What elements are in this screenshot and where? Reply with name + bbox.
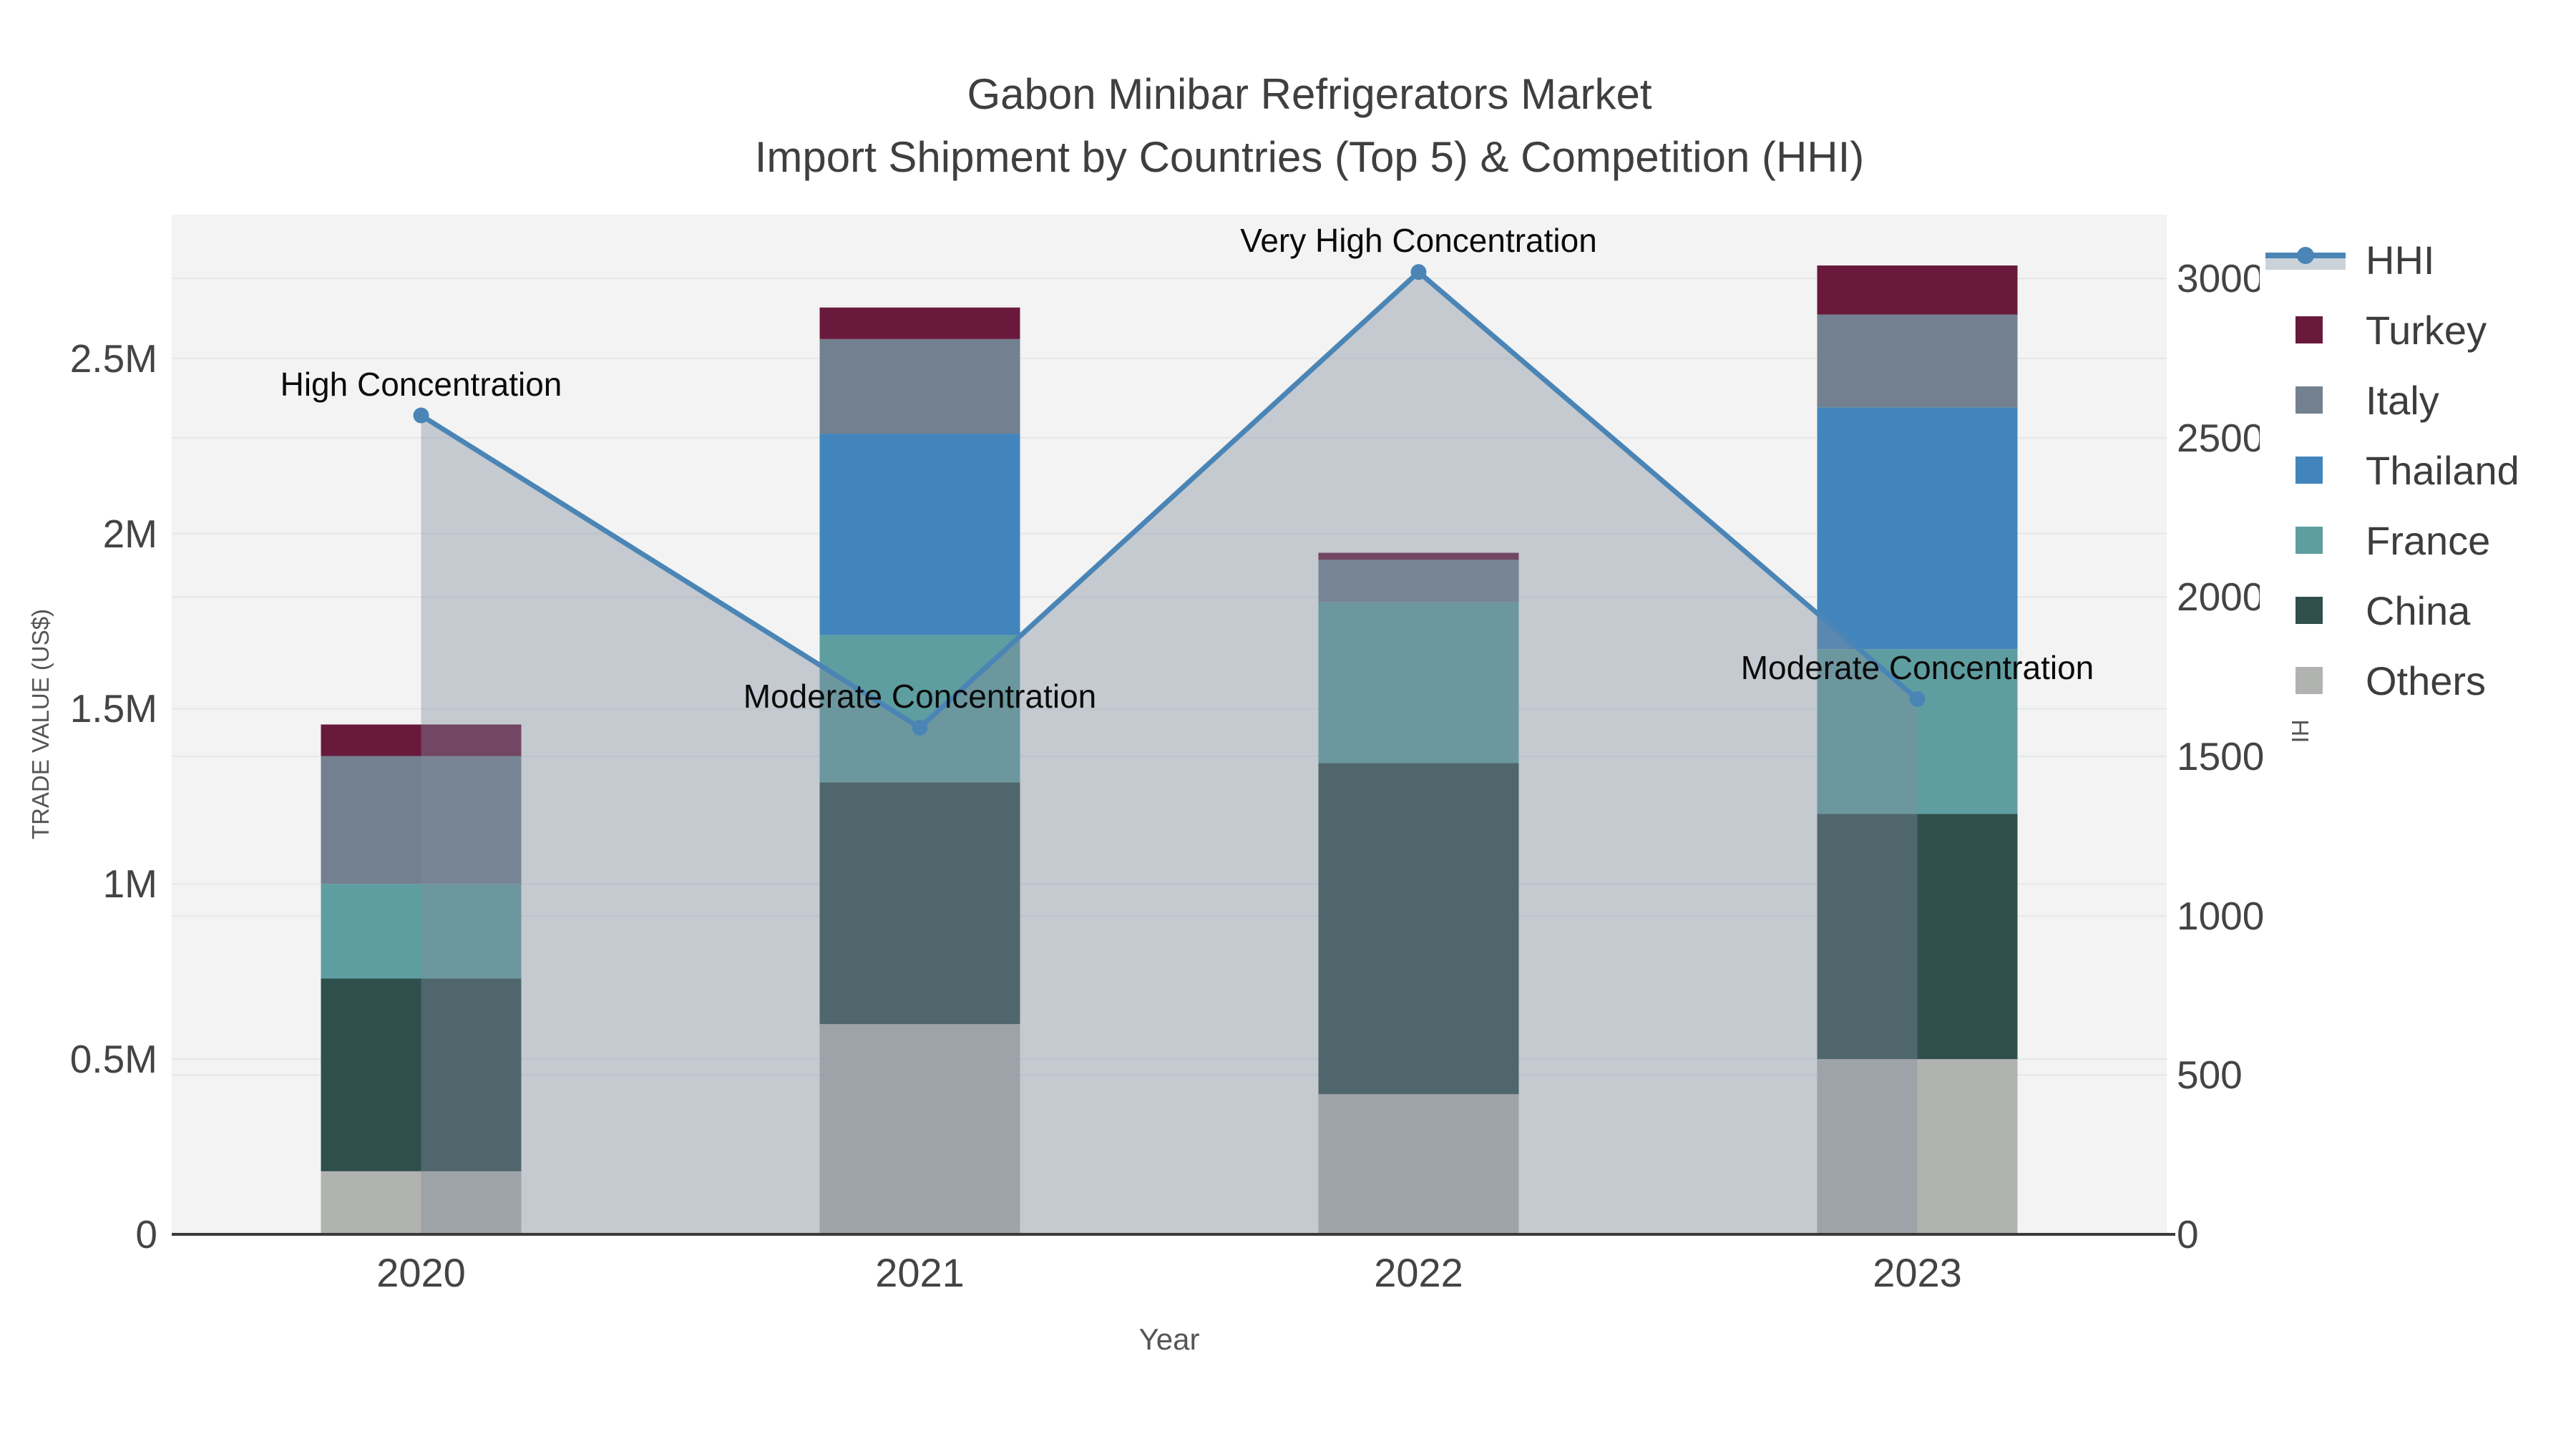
x-tick-2023: 2023 [1873, 1250, 1962, 1295]
legend-swatch-france [2296, 527, 2323, 554]
y2-tick-2500: 2500 [2177, 415, 2265, 460]
bar-segment-turkey-2022[interactable] [1318, 552, 1519, 560]
bar-segment-italy-2021[interactable] [819, 338, 1020, 434]
annotation-2020: High Concentration [280, 365, 562, 403]
bar-segment-china-2021[interactable] [819, 782, 1020, 1025]
bar-segment-others-2020[interactable] [321, 1171, 522, 1234]
bar-segment-italy-2023[interactable] [1817, 314, 2018, 408]
plot-area [172, 215, 2167, 1234]
legend-swatch-others [2296, 667, 2323, 694]
y-tick-0: 0 [135, 1212, 157, 1257]
chart-title-block: Gabon Minibar Refrigerators Market Impor… [43, 63, 2576, 189]
bar-segment-china-2020[interactable] [321, 978, 522, 1171]
legend-swatch-wrap [2260, 575, 2360, 645]
bar-segment-france-2023[interactable] [1817, 649, 2018, 814]
hhi-marker-swatch [2297, 247, 2314, 264]
chart-subtitle: Import Shipment by Countries (Top 5) & C… [754, 133, 1865, 181]
y-tick-2.5M: 2.5M [69, 336, 157, 381]
y2-tick-500: 500 [2177, 1053, 2243, 1098]
y2-tick-1500: 1500 [2177, 734, 2265, 779]
legend-label-france: France [2366, 517, 2491, 563]
x-axis-title: Year [1138, 1322, 1200, 1356]
x-tick-2020: 2020 [376, 1250, 466, 1295]
legend-swatch-wrap [2260, 295, 2360, 365]
bar-segment-france-2020[interactable] [321, 884, 522, 979]
legend-swatch-wrap [2260, 365, 2360, 435]
x-tick-2022: 2022 [1374, 1250, 1463, 1295]
chart-canvas [172, 264, 2167, 1234]
bar-segment-china-2022[interactable] [1318, 763, 1519, 1095]
legend-swatch-wrap [2260, 225, 2360, 295]
legend-swatch-china [2296, 597, 2323, 624]
bar-segment-france-2021[interactable] [819, 635, 1020, 783]
x-axis-line [172, 1233, 2175, 1236]
bar-segment-china-2023[interactable] [1817, 814, 2018, 1060]
bar-segment-others-2022[interactable] [1318, 1094, 1519, 1234]
bar-segment-turkey-2023[interactable] [1817, 265, 2018, 315]
bar-segment-turkey-2021[interactable] [819, 307, 1020, 339]
bar-segment-thailand-2023[interactable] [1817, 407, 2018, 650]
y2-tick-0: 0 [2177, 1212, 2199, 1257]
hhi-area-fill[interactable] [421, 272, 1918, 1234]
annotation-2023: Moderate Concentration [1740, 648, 2094, 686]
hhi-line[interactable] [419, 268, 1919, 731]
legend-item-hhi[interactable]: HHI [2260, 225, 2576, 295]
legend-label-hhi: HHI [2366, 237, 2435, 283]
bar-segment-others-2021[interactable] [819, 1024, 1020, 1234]
legend-item-france[interactable]: France [2260, 505, 2576, 575]
legend-swatch-italy [2296, 386, 2323, 414]
y-tick-0.5M: 0.5M [69, 1037, 157, 1082]
bar-segment-others-2023[interactable] [1817, 1059, 2018, 1234]
legend-item-italy[interactable]: Italy [2260, 365, 2576, 435]
chart-title: Gabon Minibar Refrigerators Market [967, 70, 1652, 118]
hhi-marker-2023[interactable] [1909, 691, 1926, 707]
legend-label-thailand: Thailand [2366, 447, 2519, 493]
legend-label-others: Others [2366, 658, 2487, 703]
legend-item-others[interactable]: Others [2260, 645, 2576, 716]
y-tick-2M: 2M [102, 511, 157, 556]
legend-item-turkey[interactable]: Turkey [2260, 295, 2576, 365]
legend-swatch-wrap [2260, 645, 2360, 716]
hhi-marker-2020[interactable] [413, 407, 429, 424]
legend-swatch-turkey [2296, 316, 2323, 343]
bar-segment-france-2022[interactable] [1318, 602, 1519, 763]
annotation-2022: Very High Concentration [1240, 222, 1597, 260]
bar-segment-turkey-2020[interactable] [321, 724, 522, 756]
y-tick-1.5M: 1.5M [69, 686, 157, 731]
legend-label-china: China [2366, 587, 2471, 633]
legend-swatch-wrap [2260, 505, 2360, 575]
hhi-marker-2022[interactable] [1410, 264, 1427, 280]
legend-label-italy: Italy [2366, 377, 2439, 423]
y2-tick-3000: 3000 [2177, 256, 2265, 301]
bar-segment-italy-2020[interactable] [321, 756, 522, 884]
legend-item-china[interactable]: China [2260, 575, 2576, 645]
legend-label-turkey: Turkey [2366, 307, 2487, 353]
x-tick-2021: 2021 [875, 1250, 965, 1295]
legend-swatch-wrap [2260, 435, 2360, 505]
legend-item-thailand[interactable]: Thailand [2260, 435, 2576, 505]
y-tick-1M: 1M [102, 862, 157, 907]
legend-swatch-thailand [2296, 457, 2323, 484]
bar-segment-italy-2022[interactable] [1318, 560, 1519, 602]
y2-tick-1000: 1000 [2177, 893, 2265, 938]
hhi-marker-2021[interactable] [912, 719, 928, 736]
bar-segment-thailand-2021[interactable] [819, 434, 1020, 635]
legend: HHI Turkey Italy Thailand France China Others [2260, 222, 2576, 718]
hhi-line-sample-icon [2265, 247, 2346, 273]
y2-tick-2000: 2000 [2177, 575, 2265, 620]
annotation-2021: Moderate Concentration [743, 677, 1097, 715]
